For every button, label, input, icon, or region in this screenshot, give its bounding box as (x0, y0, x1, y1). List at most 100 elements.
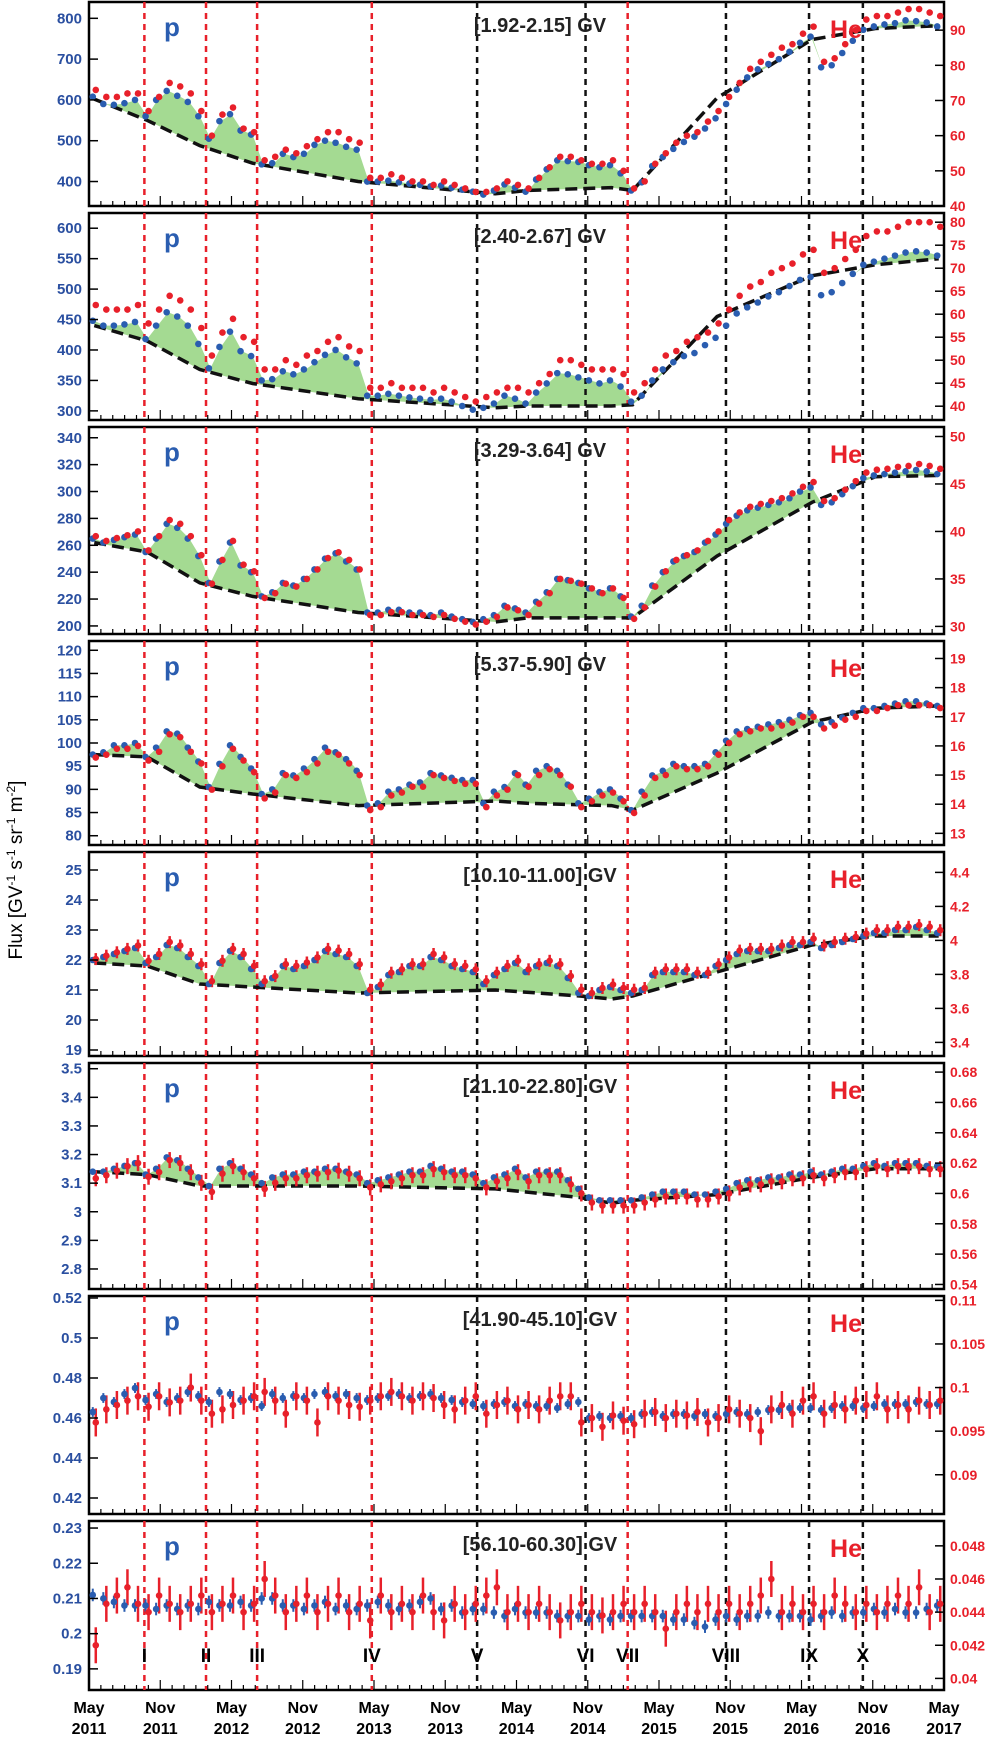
proton-point (817, 291, 825, 299)
proton-point (627, 1414, 635, 1422)
proton-point (870, 472, 878, 479)
proton-point (828, 1609, 835, 1616)
helium-point (271, 1179, 279, 1187)
helium-point (852, 26, 860, 34)
helium-point (366, 806, 374, 814)
proton-point (754, 299, 762, 306)
helium-point (377, 384, 385, 392)
helium-point (556, 960, 564, 968)
proton-point (131, 318, 139, 326)
helium-point (683, 966, 691, 973)
proton-point (902, 17, 909, 24)
date-month-label: May (786, 1700, 817, 1717)
helium-point (514, 181, 522, 189)
helium-point (103, 1171, 110, 1179)
proton-point (902, 1609, 909, 1616)
helium-point (366, 174, 374, 182)
helium-point (229, 1162, 237, 1170)
helium-point (366, 1617, 374, 1624)
helium-point (894, 1162, 902, 1170)
proton-point (933, 23, 941, 30)
date-month-label: May (358, 1700, 389, 1717)
helium-point (556, 575, 564, 583)
helium-point (715, 960, 722, 968)
proton-point (237, 1598, 244, 1606)
panel-5: 19 20 21 22 23 24 25 3.4 3.6 3.8 4 4.2 4.4 [10.10-11.… (65, 850, 970, 1059)
proton-point (596, 1197, 603, 1204)
right-tick-label: 40 (950, 398, 966, 414)
helium-point (229, 745, 237, 753)
helium-point (398, 1174, 406, 1182)
proton-point (807, 33, 814, 40)
helium-point (398, 1392, 406, 1400)
helium-point (229, 945, 237, 953)
proton-point (786, 1612, 793, 1620)
date-year-label: 2017 (926, 1721, 962, 1738)
helium-point (440, 1401, 448, 1409)
left-tick-label: 700 (57, 51, 82, 68)
proton-point (437, 1394, 445, 1402)
helium-point (936, 926, 944, 934)
helium-point (504, 1174, 511, 1182)
proton-point (765, 293, 772, 300)
helium-point (451, 777, 458, 785)
proton-point (891, 469, 899, 477)
helium-point (630, 185, 638, 192)
helium-point (440, 1168, 448, 1176)
proton-point (216, 117, 223, 125)
proton-point (342, 1390, 350, 1398)
helium-point (261, 977, 268, 985)
helium-point (419, 611, 427, 619)
proton-point (923, 19, 930, 26)
left-tick-label: 400 (57, 342, 82, 359)
right-tick-label: 18 (950, 680, 966, 696)
proton-point (722, 100, 730, 108)
proton-point (659, 366, 667, 373)
helium-point (356, 1403, 363, 1411)
helium-point (113, 1401, 121, 1409)
proton-point (121, 321, 128, 328)
helium-point (472, 780, 480, 788)
helium-point (599, 589, 606, 597)
helium-point (92, 754, 100, 761)
helium-point (620, 370, 627, 378)
helium-point (746, 503, 754, 511)
helium-point (599, 984, 606, 992)
helium-point (905, 701, 912, 709)
proton-point (585, 377, 593, 384)
helium-point (651, 583, 659, 590)
proton-point (691, 349, 698, 357)
helium-point (440, 774, 448, 782)
proton-point (786, 1404, 793, 1412)
proton-point (786, 282, 793, 290)
helium-point (757, 500, 765, 508)
proton-point (912, 1609, 920, 1616)
event-label-V: V (471, 1646, 484, 1667)
helium-point (493, 389, 501, 396)
helium-point (124, 1397, 131, 1404)
helium-point (134, 528, 142, 535)
proton-point (860, 26, 867, 34)
helium-point (535, 771, 543, 779)
proton-point (195, 340, 202, 348)
left-tick-label: 3.2 (61, 1147, 82, 1164)
proton-tag: p (164, 862, 180, 892)
helium-point (198, 1179, 205, 1187)
helium-point (335, 333, 342, 341)
proton-point (680, 1616, 688, 1623)
date-year-label: 2015 (641, 1721, 677, 1738)
helium-point (884, 1600, 891, 1608)
proton-point (332, 139, 339, 147)
proton-point (617, 1412, 624, 1420)
helium-point (915, 921, 923, 929)
helium-point (683, 551, 691, 559)
proton-point (902, 468, 909, 475)
proton-point (100, 322, 107, 329)
helium-point (293, 962, 300, 970)
proton-point (733, 86, 740, 94)
proton-point (606, 161, 614, 169)
helium-point (630, 389, 638, 396)
event-label-X: X (857, 1646, 870, 1667)
right-tick-label: 3.6 (950, 1000, 970, 1016)
helium-point (303, 1592, 311, 1599)
